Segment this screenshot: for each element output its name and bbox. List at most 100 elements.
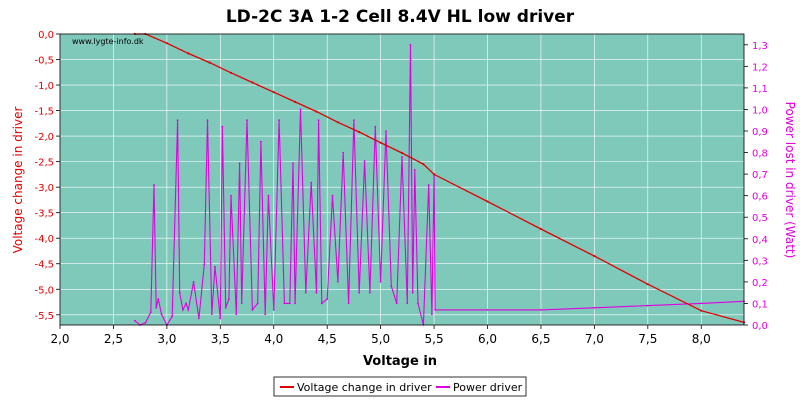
power-point bbox=[267, 194, 270, 197]
power-point bbox=[171, 315, 174, 318]
power-point bbox=[331, 194, 334, 197]
voltage-point bbox=[315, 110, 318, 113]
power-point bbox=[198, 317, 200, 320]
power-point bbox=[246, 119, 248, 122]
power-point bbox=[224, 306, 227, 309]
power-point bbox=[353, 119, 355, 122]
power-point bbox=[272, 309, 275, 311]
power-point bbox=[238, 162, 241, 165]
power-point bbox=[192, 281, 195, 283]
power-point bbox=[337, 281, 339, 283]
legend-label-power: Power driver bbox=[453, 381, 523, 394]
power-point bbox=[185, 302, 188, 305]
x-tick-label: 4,0 bbox=[264, 332, 283, 346]
power-point bbox=[401, 156, 403, 158]
power-point bbox=[700, 302, 703, 305]
voltage-point bbox=[422, 163, 425, 166]
power-point bbox=[288, 302, 291, 305]
y-tick-label: -1,0 bbox=[34, 81, 54, 92]
legend: Voltage change in driver Power driver bbox=[273, 376, 527, 397]
power-point bbox=[390, 285, 393, 288]
y-tick-label: 0,0 bbox=[38, 30, 54, 41]
power-point bbox=[347, 302, 350, 305]
power-point bbox=[374, 125, 377, 128]
x-tick-label: 7,0 bbox=[585, 332, 604, 346]
y-axis-ticks: 0,0 -0,5 -1,0 -1,5 -2,0 -2,5 -3,0 -3,5 -4,0 -4,5 -… bbox=[34, 30, 60, 322]
power-point bbox=[133, 319, 136, 322]
x-tick-label: 5,5 bbox=[425, 332, 444, 346]
legend-box bbox=[273, 376, 527, 397]
power-point bbox=[219, 317, 222, 320]
power-point bbox=[646, 304, 649, 307]
y-tick-label: -1,5 bbox=[34, 107, 54, 118]
y2-tick-label: 0,8 bbox=[752, 149, 768, 160]
power-point bbox=[176, 119, 179, 122]
power-point bbox=[235, 313, 238, 316]
power-point bbox=[326, 298, 329, 300]
y2-tick-label: 0,4 bbox=[752, 235, 768, 246]
power-point bbox=[431, 313, 433, 316]
x-axis-label: Voltage in bbox=[363, 354, 437, 369]
power-point bbox=[149, 311, 152, 313]
power-point bbox=[203, 263, 206, 266]
y2-tick-label: 1,1 bbox=[752, 84, 768, 95]
power-point bbox=[363, 160, 366, 163]
power-point bbox=[315, 291, 318, 294]
power-point bbox=[256, 302, 259, 305]
power-point bbox=[317, 119, 320, 122]
y2-tick-label: 0,2 bbox=[752, 278, 768, 289]
power-point bbox=[178, 291, 181, 294]
voltage-point bbox=[229, 71, 233, 74]
power-point bbox=[409, 43, 412, 46]
y-tick-label: -5,5 bbox=[34, 311, 54, 322]
y2-tick-label: 0,6 bbox=[752, 192, 768, 203]
power-point bbox=[160, 313, 163, 316]
y2-tick-label: 0,3 bbox=[752, 256, 768, 267]
y-tick-label: -2,5 bbox=[34, 158, 54, 169]
power-point bbox=[395, 302, 398, 305]
x-tick-label: 3,5 bbox=[211, 332, 230, 346]
voltage-point bbox=[272, 91, 275, 94]
x-tick-label: 8,0 bbox=[692, 332, 711, 346]
power-point bbox=[486, 309, 489, 311]
voltage-point bbox=[593, 255, 596, 258]
x-tick-label: 6,5 bbox=[531, 332, 550, 346]
y2-axis-label: Power lost in driver (Watt) bbox=[783, 102, 797, 259]
power-point bbox=[385, 130, 387, 132]
voltage-point bbox=[379, 141, 382, 144]
power-point bbox=[540, 309, 542, 311]
voltage-point bbox=[187, 52, 190, 55]
power-point bbox=[427, 184, 430, 186]
voltage-point bbox=[336, 121, 339, 124]
y2-tick-label: 1,2 bbox=[752, 62, 768, 73]
voltage-point bbox=[433, 173, 436, 176]
power-point bbox=[413, 168, 416, 171]
series-line-power bbox=[134, 44, 745, 327]
voltage-point bbox=[700, 309, 703, 312]
power-point bbox=[214, 265, 216, 268]
x-tick-label: 3,0 bbox=[157, 332, 176, 346]
y2-axis-ticks: 0,0 0,1 0,2 0,3 0,4 0,5 0,6 0,7 0,8 0,9 1,0 1,1 1,2 1… bbox=[744, 41, 768, 332]
power-point bbox=[264, 313, 267, 316]
y-axis-label: Voltage change in driver bbox=[11, 107, 25, 254]
power-point bbox=[294, 302, 296, 305]
x-tick-label: 5,0 bbox=[371, 332, 390, 346]
voltage-point bbox=[251, 81, 254, 84]
power-point bbox=[417, 302, 419, 305]
y2-tick-label: 0,1 bbox=[752, 299, 768, 310]
y-tick-label: -2,0 bbox=[34, 132, 54, 143]
power-point bbox=[310, 181, 313, 184]
y2-tick-label: 1,3 bbox=[752, 41, 768, 52]
power-point bbox=[304, 291, 307, 294]
power-point bbox=[320, 302, 323, 305]
voltage-point bbox=[358, 130, 361, 134]
power-point bbox=[593, 306, 596, 309]
power-point bbox=[153, 184, 155, 186]
voltage-point bbox=[646, 283, 649, 286]
y2-tick-label: 0,9 bbox=[752, 127, 768, 138]
y-tick-label: -5,0 bbox=[34, 285, 54, 296]
power-point bbox=[358, 291, 361, 294]
power-point bbox=[221, 125, 224, 128]
